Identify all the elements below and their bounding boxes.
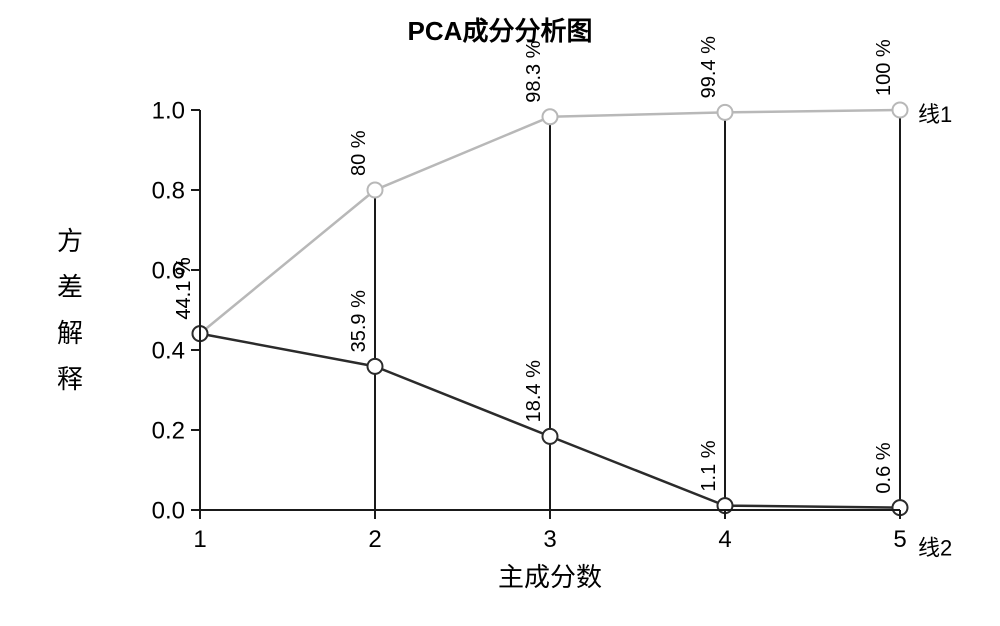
data-label: 35.9 % xyxy=(348,290,370,352)
x-tick-label: 5 xyxy=(893,526,906,553)
data-marker xyxy=(718,105,733,120)
y-axis-label-char: 方 xyxy=(57,226,83,256)
data-marker xyxy=(893,103,908,118)
x-tick-label: 1 xyxy=(193,526,206,553)
pca-chart: PCA成分分析图44.1 %80 %98.3 %99.4 %100 %线144.… xyxy=(0,0,1000,626)
data-label: 0.6 % xyxy=(873,442,895,493)
data-label: 1.1 % xyxy=(698,440,720,491)
chart-bg xyxy=(0,0,1000,626)
data-marker xyxy=(368,183,383,198)
y-axis-label-char: 解 xyxy=(57,318,83,348)
y-tick-label: 0.2 xyxy=(152,417,185,444)
y-axis-label-char: 释 xyxy=(57,364,83,394)
chart-title: PCA成分分析图 xyxy=(408,16,593,46)
data-marker xyxy=(543,109,558,124)
data-label: 100 % xyxy=(873,39,895,96)
series-label: 线1 xyxy=(918,102,952,127)
data-label: 99.4 % xyxy=(698,36,720,98)
series-label: 线2 xyxy=(918,535,952,560)
data-marker xyxy=(368,359,383,374)
data-label: 80 % xyxy=(348,130,370,176)
x-tick-label: 4 xyxy=(718,526,731,553)
y-tick-label: 1.0 xyxy=(152,97,185,124)
y-tick-label: 0.8 xyxy=(152,177,185,204)
y-tick-label: 0.0 xyxy=(152,497,185,524)
chart-svg: PCA成分分析图44.1 %80 %98.3 %99.4 %100 %线144.… xyxy=(0,0,1000,626)
x-axis-label: 主成分数 xyxy=(498,562,602,592)
data-label: 18.4 % xyxy=(523,360,545,422)
y-tick-label: 0.4 xyxy=(152,337,185,364)
data-marker xyxy=(543,429,558,444)
x-tick-label: 2 xyxy=(368,526,381,553)
x-tick-label: 3 xyxy=(543,526,556,553)
data-label: 98.3 % xyxy=(523,40,545,102)
y-tick-label: 0.6 xyxy=(152,257,185,284)
y-axis-label-char: 差 xyxy=(57,272,83,302)
